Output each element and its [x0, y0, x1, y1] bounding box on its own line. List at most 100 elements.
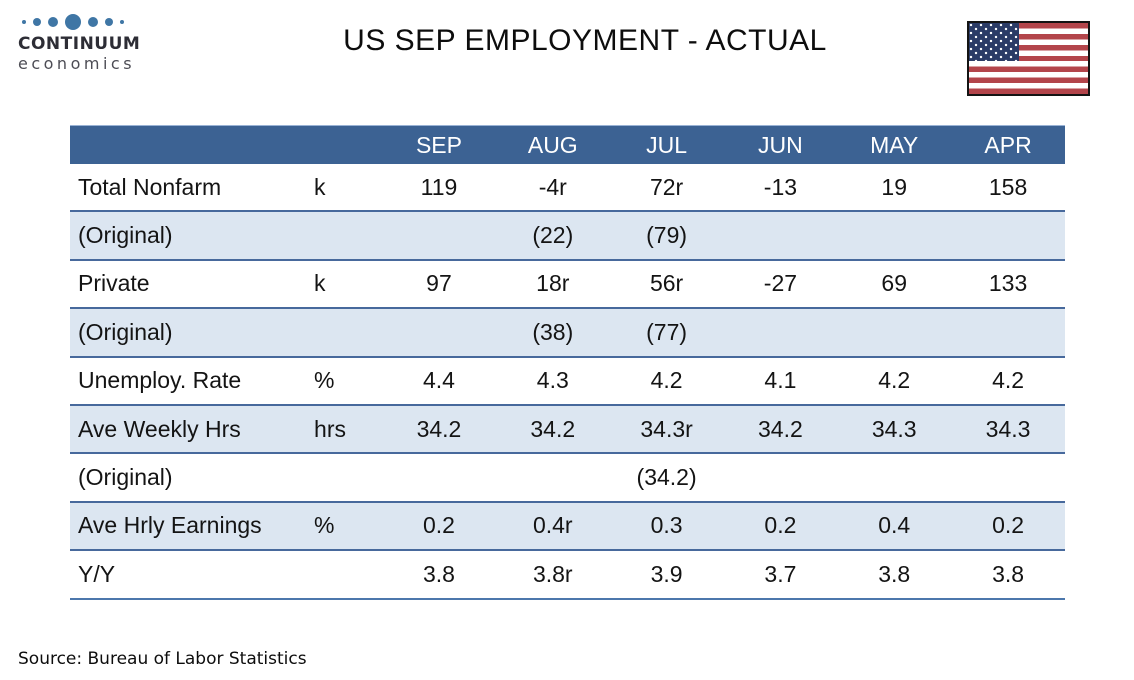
row-label: Ave Weekly Hrs [78, 415, 241, 442]
cell-value: (79) [646, 222, 688, 249]
row-label: (Original) [78, 222, 173, 249]
cell-value: 4.1 [764, 367, 797, 394]
column-header: APR [951, 125, 1065, 164]
row-unit: % [314, 512, 335, 539]
table-row: Y/Y 3.8 3.8r 3.9 3.7 3.8 3.8 [70, 550, 1065, 599]
row-label: Unemploy. Rate [78, 367, 242, 394]
column-header: MAY [837, 125, 952, 164]
employment-table-container: SEP AUG JUL JUN MAY APR Total Nonfarm k 119 -4r 7… [70, 125, 1065, 600]
cell-value [951, 453, 1065, 501]
cell-value: 72r [649, 173, 684, 200]
column-header: JUN [723, 125, 838, 164]
row-unit: k [314, 270, 326, 297]
column-header: JUL [609, 125, 724, 164]
cell-value: 19 [881, 173, 908, 200]
cell-value: (22) [532, 222, 574, 249]
cell-value: 34.3 [985, 415, 1031, 442]
cell-value [837, 308, 951, 356]
table-row: (Original) (22) (79) [70, 211, 1065, 260]
cell-value [837, 211, 951, 259]
cell-value: 3.8 [878, 560, 911, 587]
table-body: Total Nonfarm k 119 -4r 72r -13 19 158 (Original… [70, 164, 1065, 599]
cell-value: 34.2 [530, 415, 576, 442]
cell-value: 4.3 [536, 367, 569, 394]
cell-value: 4.4 [422, 367, 455, 394]
cell-value [496, 453, 610, 501]
cell-value: 34.2 [416, 415, 462, 442]
us-flag-canton [969, 23, 1019, 61]
row-label: (Original) [78, 318, 173, 345]
row-unit: k [314, 173, 326, 200]
column-header [70, 125, 301, 164]
cell-value: 0.2 [764, 512, 797, 539]
table-header: SEP AUG JUL JUN MAY APR [70, 125, 1065, 164]
table-row: (Original) (34.2) [70, 453, 1065, 501]
cell-value: 0.4 [878, 512, 911, 539]
source-note: Source: Bureau of Labor Statistics [18, 649, 307, 669]
us-flag-icon [967, 21, 1090, 96]
cell-value: (38) [532, 318, 574, 345]
row-label: Total Nonfarm [78, 173, 222, 200]
row-label: Ave Hrly Earnings [78, 512, 262, 539]
cell-value [382, 453, 496, 501]
table-row: Unemploy. Rate% 4.4 4.3 4.2 4.1 4.2 4.2 [70, 356, 1065, 405]
cell-value: -13 [763, 173, 798, 200]
cell-value: 3.7 [764, 560, 797, 587]
cell-value: 4.2 [992, 367, 1025, 394]
row-label: (Original) [78, 464, 173, 491]
table-row: Private k 97 18r 56r -27 69 133 [70, 259, 1065, 308]
cell-value [837, 453, 951, 501]
cell-value: -27 [763, 270, 798, 297]
cell-value: 4.2 [878, 367, 911, 394]
table-row: Ave Weekly Hrs hrs 34.2 34.2 34.3r 34.2 34.3 34… [70, 404, 1065, 454]
cell-value: 0.3 [650, 512, 683, 539]
row-unit: hrs [314, 415, 346, 442]
cell-value: 0.2 [992, 512, 1025, 539]
logo-name: CONTINUUM [18, 34, 141, 54]
cell-value: 119 [420, 173, 458, 200]
cell-value [382, 211, 496, 259]
row-unit [300, 308, 382, 356]
table-row: Total Nonfarm k 119 -4r 72r -13 19 158 [70, 164, 1065, 211]
cell-value: 56r [649, 270, 684, 297]
cell-value [951, 211, 1065, 259]
cell-value: 133 [988, 270, 1028, 297]
table-row: Ave Hrly Earnings% 0.2 0.4r 0.3 0.2 0.4 0.2 [70, 501, 1065, 551]
table-header-row: SEP AUG JUL JUN MAY APR [70, 125, 1065, 164]
cell-value: 34.3 [871, 415, 917, 442]
cell-value: 3.8 [992, 560, 1025, 587]
continuum-economics-logo: CONTINUUM economics [18, 13, 140, 74]
row-unit [300, 211, 382, 259]
row-label: Private [78, 270, 150, 297]
cell-value: 0.4r [532, 512, 573, 539]
page-title: US SEP EMPLOYMENT - ACTUAL [343, 24, 827, 57]
cell-value: 158 [988, 173, 1028, 200]
cell-value: 3.9 [650, 560, 683, 587]
cell-value: 3.8 [422, 560, 455, 587]
cell-value: (77) [646, 318, 688, 345]
cell-value [724, 308, 838, 356]
table-row: (Original) (38) (77) [70, 308, 1065, 357]
employment-table: SEP AUG JUL JUN MAY APR Total Nonfarm k 119 -4r 7… [70, 125, 1065, 600]
cell-value: -4r [538, 173, 567, 200]
logo-dots-icon [22, 13, 140, 31]
cell-value: 97 [426, 270, 452, 297]
cell-value [951, 308, 1065, 356]
cell-value: 34.2 [758, 415, 803, 442]
cell-value: 0.2 [422, 512, 455, 539]
logo-subname: economics [18, 54, 136, 73]
cell-value [724, 211, 838, 259]
row-label: Y/Y [78, 560, 116, 587]
cell-value: 3.8r [532, 560, 573, 587]
cell-value: 69 [881, 270, 908, 297]
cell-value [382, 308, 496, 356]
cell-value: 18r [536, 270, 570, 297]
row-unit: % [314, 367, 335, 394]
cell-value: 4.2 [650, 367, 683, 394]
cell-value [724, 453, 838, 501]
column-header: SEP [382, 125, 496, 164]
cell-value: 34.3r [640, 415, 693, 442]
row-unit [300, 550, 382, 598]
row-unit [300, 453, 382, 501]
